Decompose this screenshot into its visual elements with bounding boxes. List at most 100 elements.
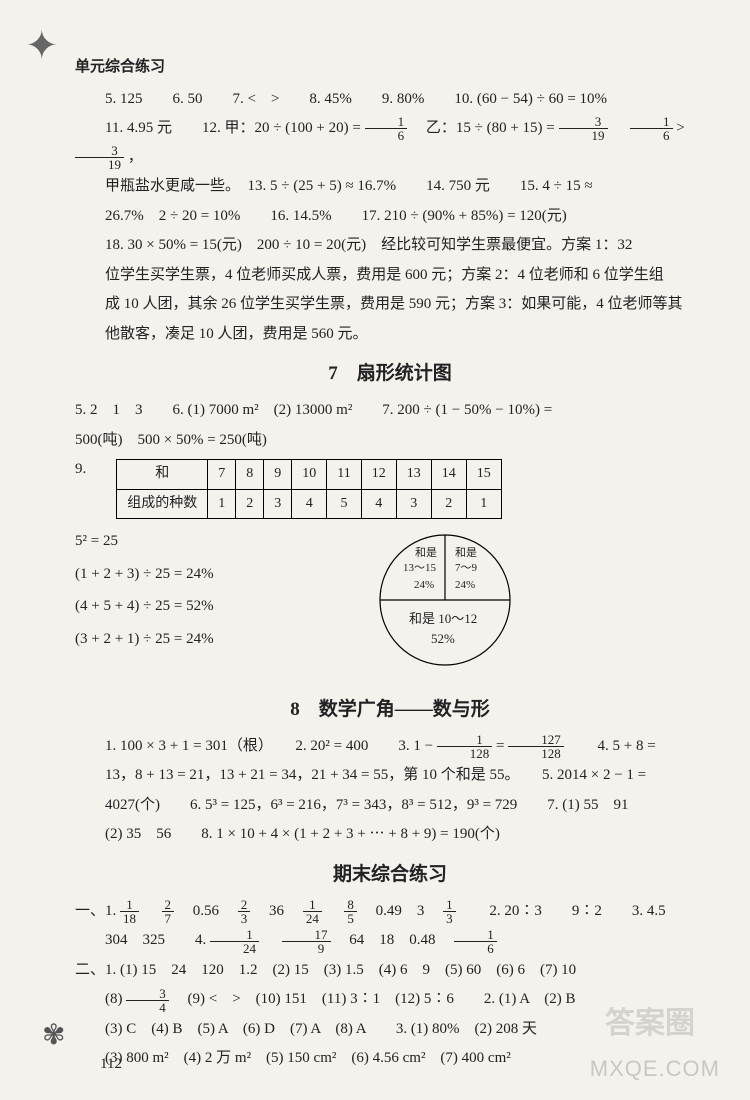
- table-cell: 12: [361, 460, 396, 490]
- frac: 16: [630, 115, 673, 142]
- frac-n: 1: [443, 898, 456, 912]
- frac: 16: [454, 928, 497, 955]
- s8-l1: 1. 100 × 3 + 1 = 301（根） 2. 20² = 400 3. …: [75, 732, 705, 761]
- ur-l2c: [611, 120, 626, 136]
- frac-d: 6: [365, 129, 408, 142]
- sp: [326, 903, 341, 919]
- frac-d: 3: [238, 912, 251, 925]
- frac: 124: [303, 898, 322, 925]
- ur-line2: 11. 4.95 元 12. 甲：20 ÷ (100 + 20) = 16 乙：…: [75, 114, 705, 171]
- frac-n: 1: [630, 115, 673, 129]
- frac-n: 1: [365, 115, 408, 129]
- s7-row2: 5² = 25(1 + 2 + 3) ÷ 25 = 24%(4 + 5 + 4)…: [75, 523, 705, 684]
- sp: 36: [254, 903, 299, 919]
- s7-calc-block: 5² = 25(1 + 2 + 3) ÷ 25 = 24%(4 + 5 + 4)…: [75, 523, 345, 657]
- table-cell: 和: [117, 460, 208, 490]
- s7-q9: 9.: [75, 455, 86, 484]
- table-cell: 2: [236, 489, 264, 519]
- sp: [263, 932, 278, 948]
- frac: 34: [126, 987, 169, 1014]
- frac-d: 19: [559, 129, 608, 142]
- frac-n: 1: [120, 898, 139, 912]
- ur-line1: 5. 125 6. 50 7. < > 8. 45% 9. 80% 10. (6…: [75, 85, 705, 114]
- frac-n: 1: [303, 898, 322, 912]
- frac-d: 6: [454, 942, 497, 955]
- s8-l2: 13，8 + 13 = 21，13 + 21 = 34，21 + 34 = 55…: [75, 761, 705, 790]
- frac-n: 3: [126, 987, 169, 1001]
- frac: 13: [443, 898, 456, 925]
- sp: 2. 20∶3 9∶2 3. 4.5: [459, 903, 665, 919]
- pie-t1b: 13～15: [403, 562, 436, 574]
- frac: 23: [238, 898, 251, 925]
- ur-line5: 18. 30 × 50% = 15(元) 200 ÷ 10 = 20(元) 经比…: [75, 231, 705, 260]
- sp: 304 325 4.: [105, 932, 210, 948]
- pie-t2a: 和是: [455, 546, 477, 559]
- deco-bottom-left-icon: ✾: [42, 1009, 65, 1062]
- frac: 16: [365, 115, 408, 142]
- s7-table: 和789101112131415组成的种数123454321: [116, 459, 501, 519]
- frac-d: 3: [443, 912, 456, 925]
- ur-line6: 位学生买学生票，4 位老师买成人票，费用是 600 元；方案 2：4 位老师和 …: [75, 261, 705, 290]
- s8-l1a: 1. 100 × 3 + 1 = 301（根） 2. 20² = 400 3. …: [105, 738, 437, 754]
- frac-d: 7: [162, 912, 175, 925]
- sp: (9) < > (10) 151 (11) 3∶1 (12) 5∶6 2. (1…: [173, 991, 576, 1007]
- sp: 0.56: [178, 903, 234, 919]
- frac: 85: [344, 898, 357, 925]
- frac-n: 1: [437, 733, 493, 747]
- table-cell: 4: [361, 489, 396, 519]
- watermark-logo: 答案圈: [605, 995, 695, 1052]
- watermark-url: MXQE.COM: [590, 1048, 720, 1090]
- table-cell: 组成的种数: [117, 489, 208, 519]
- sec7-title: 7 扇形统计图: [75, 356, 705, 392]
- sec8-title: 8 数学广角——数与形: [75, 692, 705, 728]
- calc-line: (1 + 2 + 3) ÷ 25 = 24%: [75, 560, 345, 589]
- calc-line: (4 + 5 + 4) ÷ 25 = 52%: [75, 592, 345, 621]
- frac-d: 128: [437, 747, 493, 760]
- table-cell: 15: [466, 460, 501, 490]
- ur-l2d: >: [676, 120, 684, 136]
- table-cell: 4: [292, 489, 327, 519]
- frac: 124: [210, 928, 259, 955]
- ur-l2b: 乙：15 ÷ (80 + 15) =: [411, 120, 559, 136]
- ur-l2a: 11. 4.95 元 12. 甲：20 ÷ (100 + 20) =: [105, 120, 365, 136]
- s7-l1: 5. 2 1 3 6. (1) 7000 m² (2) 13000 m² 7. …: [75, 396, 705, 425]
- frac-d: 5: [344, 912, 357, 925]
- frac-n: 8: [344, 898, 357, 912]
- frac-n: 1: [454, 928, 497, 942]
- frac: 127128: [508, 733, 564, 760]
- sp: (8): [105, 991, 126, 1007]
- frac-n: 3: [559, 115, 608, 129]
- table-cell: 11: [327, 460, 361, 490]
- table-cell: 10: [292, 460, 327, 490]
- table-cell: 7: [208, 460, 236, 490]
- table-cell: 13: [396, 460, 431, 490]
- ur-line7: 成 10 人团，其余 26 位学生买学生票，费用是 590 元；方案 3：如果可…: [75, 290, 705, 319]
- s7-l2: 500(吨) 500 × 50% = 250(吨): [75, 426, 705, 455]
- frac: 27: [162, 898, 175, 925]
- s8-l4: (2) 35 56 8. 1 × 10 + 4 × (1 + 2 + 3 + ⋯…: [75, 820, 705, 849]
- frac-d: 128: [508, 747, 564, 760]
- sp: 64 18 0.48: [334, 932, 450, 948]
- frac-n: 2: [238, 898, 251, 912]
- table-cell: 8: [236, 460, 264, 490]
- frac-d: 24: [210, 942, 259, 955]
- f-p1-l2: 304 325 4. 124 179 64 18 0.48 16: [75, 926, 705, 955]
- f-p1-label: 一、1.: [75, 903, 120, 919]
- table-cell: 2: [431, 489, 466, 519]
- pie-t1a: 和是: [415, 546, 437, 559]
- page-number: 112: [100, 1050, 122, 1079]
- table-cell: 3: [396, 489, 431, 519]
- frac-d: 24: [303, 912, 322, 925]
- frac-n: 127: [508, 733, 564, 747]
- final-title: 期末综合练习: [75, 857, 705, 893]
- s8-l1b: =: [496, 738, 508, 754]
- f-p1-l1: 一、1. 118 27 0.56 23 36 124 85 0.49 3 13 …: [75, 897, 705, 926]
- s8-l3: 4027(个) 6. 5³ = 125，6³ = 216，7³ = 343，8³…: [75, 791, 705, 820]
- frac: 179: [282, 928, 331, 955]
- f-p2-l1: 二、1. (1) 15 24 120 1.2 (2) 15 (3) 1.5 (4…: [75, 956, 705, 985]
- calc-line: (3 + 2 + 1) ÷ 25 = 24%: [75, 625, 345, 654]
- unit-review-title: 单元综合练习: [75, 53, 705, 82]
- deco-top-left-icon: ✦: [25, 8, 59, 84]
- ur-l2e: ，: [128, 149, 143, 165]
- frac: 118: [120, 898, 139, 925]
